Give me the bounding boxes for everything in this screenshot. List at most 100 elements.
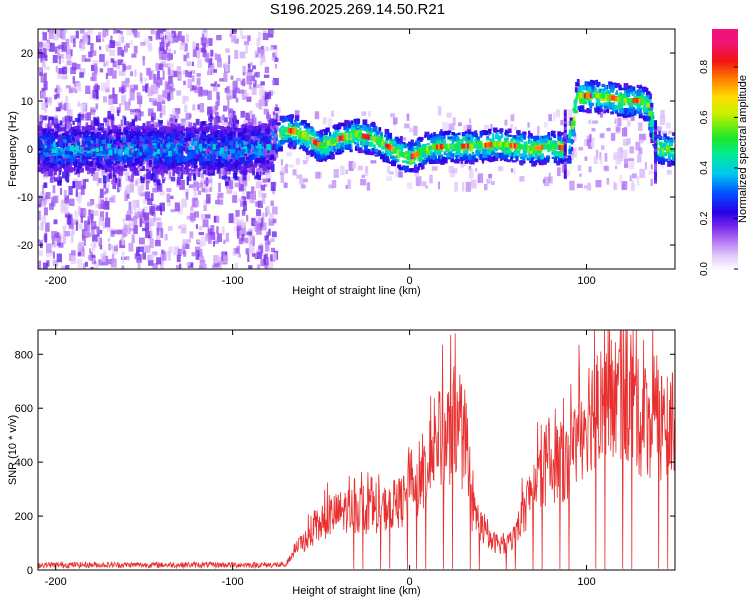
noise-cell bbox=[152, 251, 158, 256]
noise-cell bbox=[56, 29, 60, 38]
ridge-cell bbox=[119, 156, 123, 162]
noise-cell bbox=[79, 47, 85, 51]
noise-cell bbox=[160, 207, 163, 216]
noise-cell bbox=[251, 87, 257, 96]
band-cell bbox=[154, 122, 158, 131]
noise-cell bbox=[78, 223, 83, 230]
ridge-cell bbox=[373, 144, 376, 149]
noise-cell bbox=[66, 215, 72, 225]
band-cell bbox=[246, 168, 251, 173]
ridge-cell bbox=[468, 159, 474, 164]
ridge-cell bbox=[230, 164, 236, 169]
ridge-cell bbox=[245, 156, 250, 160]
band-cell bbox=[116, 142, 121, 149]
noise-cell bbox=[251, 114, 256, 118]
noise-cell bbox=[176, 90, 182, 96]
noise-cell bbox=[429, 174, 433, 184]
ridge-cell bbox=[191, 169, 197, 172]
noise-cell bbox=[595, 180, 602, 188]
noise-cell bbox=[105, 188, 109, 194]
ridge-cell bbox=[223, 135, 227, 141]
ridge-cell bbox=[109, 129, 113, 134]
ridge-cell bbox=[575, 90, 579, 97]
noise-cell bbox=[75, 63, 81, 70]
band-cell bbox=[157, 171, 162, 175]
noise-cell bbox=[223, 72, 228, 83]
noise-cell bbox=[208, 38, 213, 46]
band-cell bbox=[54, 154, 58, 164]
noise-cell bbox=[488, 173, 492, 178]
noise-cell bbox=[255, 201, 260, 207]
ridge-cell bbox=[133, 151, 137, 157]
band-cell bbox=[146, 171, 151, 180]
noise-cell bbox=[52, 185, 56, 194]
ridge-cell bbox=[85, 156, 88, 161]
noise-cell bbox=[88, 209, 91, 216]
noise-cell bbox=[126, 29, 132, 36]
band-cell bbox=[73, 134, 78, 144]
noise-cell bbox=[365, 166, 369, 177]
noise-cell bbox=[156, 205, 162, 209]
ridge-cell bbox=[455, 155, 459, 162]
ridge-cell bbox=[474, 158, 479, 163]
noise-cell bbox=[52, 54, 58, 64]
ridge-cell bbox=[331, 144, 335, 148]
band-cell bbox=[112, 167, 116, 177]
noise-cell bbox=[79, 29, 85, 34]
noise-cell bbox=[228, 152, 234, 159]
ridge-cell bbox=[114, 129, 120, 132]
noise-cell bbox=[262, 33, 269, 41]
noise-cell bbox=[166, 83, 170, 90]
noise-cell bbox=[51, 236, 55, 245]
ridge-cell bbox=[318, 137, 322, 142]
noise-cell bbox=[252, 65, 256, 70]
ridge-cell bbox=[667, 155, 672, 161]
noise-cell bbox=[217, 199, 224, 205]
noise-cell bbox=[187, 78, 193, 89]
band-cell bbox=[254, 175, 258, 180]
noise-cell bbox=[203, 38, 209, 44]
ridge-cell bbox=[122, 138, 126, 143]
noise-cell bbox=[150, 230, 153, 238]
noise-cell bbox=[133, 45, 138, 54]
noise-cell bbox=[214, 53, 217, 60]
noise-cell bbox=[179, 42, 186, 51]
noise-cell bbox=[41, 102, 47, 111]
ridge-cell bbox=[173, 162, 177, 169]
ridge-cell bbox=[186, 148, 190, 151]
noise-cell bbox=[148, 245, 151, 253]
ridge-cell bbox=[512, 137, 516, 141]
noise-cell bbox=[424, 185, 429, 189]
band-cell bbox=[239, 166, 243, 174]
band-cell bbox=[209, 114, 213, 120]
ridge-cell bbox=[180, 130, 184, 135]
noise-cell bbox=[45, 222, 50, 232]
noise-cell bbox=[234, 50, 239, 59]
ridge-cell bbox=[310, 143, 314, 148]
band-cell bbox=[231, 131, 236, 138]
ridge-cell bbox=[401, 141, 406, 145]
noise-cell bbox=[123, 86, 127, 93]
noise-cell bbox=[105, 73, 109, 80]
noise-cell bbox=[331, 110, 334, 117]
ridge-cell bbox=[106, 160, 112, 167]
ridge-cell bbox=[126, 128, 131, 131]
band-cell bbox=[230, 136, 235, 140]
ridge-cell bbox=[541, 135, 546, 141]
ridge-cell bbox=[381, 151, 385, 154]
ridge-cell bbox=[141, 135, 146, 139]
ridge-cell bbox=[172, 150, 176, 154]
noise-cell bbox=[135, 31, 140, 38]
ridge-cell bbox=[528, 152, 533, 156]
noise-cell bbox=[57, 175, 60, 185]
band-cell bbox=[240, 110, 245, 118]
ridge-cell bbox=[373, 151, 377, 154]
noise-cell bbox=[166, 193, 171, 203]
noise-cell bbox=[468, 165, 472, 171]
noise-cell bbox=[265, 170, 272, 181]
noise-cell bbox=[461, 182, 465, 192]
ridge-cell bbox=[87, 142, 90, 149]
noise-cell bbox=[174, 202, 180, 212]
noise-cell bbox=[252, 236, 255, 247]
ridge-cell bbox=[244, 162, 248, 165]
